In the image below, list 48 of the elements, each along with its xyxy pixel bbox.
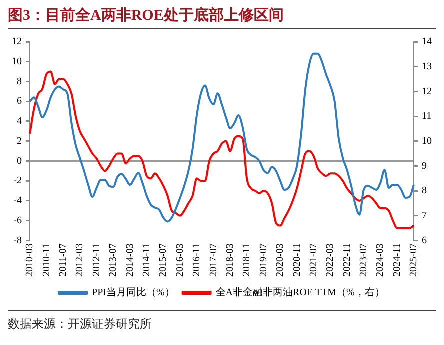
y2-tick-label: 9 — [422, 160, 427, 172]
x-tick-label: 2014-11 — [141, 244, 152, 277]
y-tick-label: 0 — [17, 156, 22, 167]
y2-tick-label: 10 — [422, 136, 432, 147]
x-tick-label: 2022-11 — [342, 244, 353, 277]
x-tick-label: 2020-11 — [292, 244, 303, 277]
x-tick-label: 2010-03 — [24, 244, 36, 278]
x-tick-label: 2015-07 — [158, 244, 170, 278]
x-tick-label: 2017-07 — [208, 244, 220, 278]
y-tick-label: 4 — [17, 116, 22, 128]
x-tick-label: 2012-11 — [91, 244, 102, 277]
y-tick-label: -4 — [14, 196, 22, 207]
y-tick-label: 10 — [12, 56, 22, 68]
y-tick-label: 12 — [12, 36, 22, 48]
y-tick-label: -8 — [14, 235, 22, 246]
x-tick-label: 2020-03 — [275, 244, 286, 278]
x-tick-label: 2011-07 — [58, 244, 70, 277]
x-tick-label: 2025-07 — [408, 244, 420, 278]
x-tick-label: 2018-03 — [224, 244, 236, 278]
y-tick-label: 8 — [17, 76, 22, 88]
y-tick-label: 2 — [17, 136, 22, 147]
x-tick-label: 2021-07 — [308, 244, 320, 278]
y2-tick-label: 8 — [422, 186, 427, 197]
y2-tick-label: 6 — [422, 235, 427, 246]
y2-tick-label: 14 — [422, 36, 432, 48]
x-tick-label: 2019-07 — [258, 244, 270, 278]
y-tick-label: -2 — [14, 176, 22, 187]
x-tick-label: 2022-03 — [325, 244, 336, 278]
x-tick-label: 2014-03 — [124, 244, 136, 278]
y-tick-label: 6 — [17, 96, 22, 108]
x-tick-label: 2012-03 — [74, 244, 86, 278]
x-tick-label: 2018-11 — [242, 244, 253, 277]
x-tick-label: 2016-11 — [192, 244, 203, 277]
source-note: 数据来源：开源证券研究所 — [8, 310, 436, 333]
x-tick-label: 2024-03 — [375, 244, 386, 278]
x-tick-label: 2010-11 — [41, 244, 52, 277]
legend-label: PPI当月同比（%） — [92, 286, 175, 299]
y2-tick-label: 12 — [422, 86, 432, 98]
legend-label: 全A非金融非两油ROE TTM（%，右） — [216, 286, 385, 299]
x-tick-label: 2024-11 — [392, 244, 403, 277]
y2-tick-label: 13 — [422, 61, 432, 72]
y2-tick-label: 7 — [422, 210, 427, 222]
x-tick-label: 2013-07 — [108, 244, 120, 278]
chart-title: 图3：目前全A两非ROE处于底部上修区间 — [8, 4, 436, 29]
y-tick-label: -6 — [14, 215, 22, 226]
y2-tick-label: 11 — [422, 111, 432, 122]
x-tick-label: 2023-07 — [358, 244, 370, 278]
x-tick-label: 2016-03 — [174, 244, 186, 278]
